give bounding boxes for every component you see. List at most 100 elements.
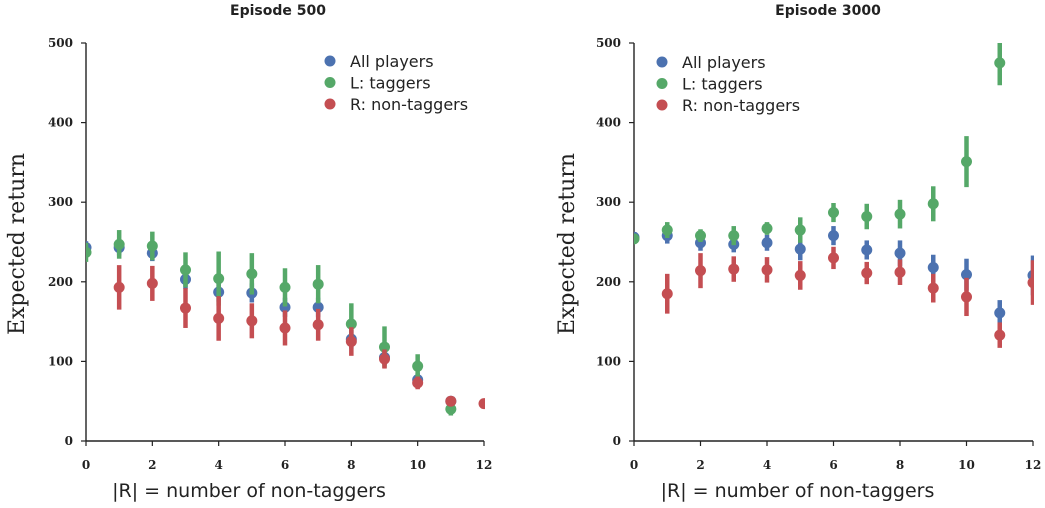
data-point <box>412 377 424 389</box>
data-point <box>312 319 324 331</box>
data-point <box>86 246 92 258</box>
data-point <box>728 263 740 275</box>
data-point <box>279 281 291 293</box>
data-point <box>180 264 191 276</box>
data-point <box>728 230 740 242</box>
data-point <box>894 247 906 259</box>
data-point <box>246 315 258 327</box>
data-point <box>661 288 673 300</box>
data-point <box>113 238 125 250</box>
legend-label: All players <box>682 53 766 72</box>
legend-label: L: taggers <box>350 74 431 93</box>
x-tick-label: 10 <box>958 458 975 472</box>
x-axis-label: |R| = number of non-taggers <box>112 480 386 502</box>
x-tick-label: 4 <box>763 458 771 472</box>
x-tick-label: 4 <box>214 458 222 472</box>
y-tick-label: 100 <box>596 354 621 368</box>
data-point <box>113 281 125 293</box>
data-point <box>1027 277 1034 289</box>
data-point <box>345 336 357 347</box>
x-axis-label: |R| = number of non-taggers <box>661 480 935 502</box>
y-tick-label: 300 <box>48 195 73 209</box>
data-point <box>761 237 773 249</box>
data-point <box>345 318 357 330</box>
series-2 <box>113 265 485 410</box>
data-point <box>213 312 225 324</box>
data-point <box>180 302 191 314</box>
data-point <box>695 230 706 242</box>
data-point <box>445 403 457 415</box>
data-point <box>312 301 324 313</box>
data-point <box>828 252 839 264</box>
series-1 <box>86 230 457 416</box>
series-2 <box>661 246 1034 348</box>
data-point <box>279 301 291 313</box>
x-tick-label: 0 <box>630 458 638 472</box>
data-point <box>379 353 390 365</box>
legend-label: R: non-taggers <box>350 95 468 114</box>
legend-label: R: non-taggers <box>682 96 800 115</box>
data-point <box>634 233 640 245</box>
x-tick-label: 2 <box>148 458 156 472</box>
data-point <box>861 267 873 279</box>
data-point <box>445 395 457 407</box>
plot-area <box>634 43 1034 348</box>
chart-title: Episode 3000 <box>775 3 881 19</box>
x-tick-label: 2 <box>696 458 704 472</box>
data-point <box>412 360 424 372</box>
chart-title: Episode 500 <box>230 3 326 19</box>
series-0 <box>86 239 457 407</box>
data-point <box>312 278 324 290</box>
x-tick-label: 8 <box>347 458 355 472</box>
y-tick-label: 300 <box>596 195 621 209</box>
data-point <box>146 240 158 252</box>
data-point <box>994 307 1006 319</box>
y-tick-label: 400 <box>48 116 73 130</box>
legend-marker <box>656 78 668 89</box>
x-tick-label: 8 <box>896 458 904 472</box>
y-tick-label: 500 <box>48 36 73 50</box>
data-point <box>961 156 972 168</box>
y-tick-label: 0 <box>613 434 621 448</box>
legend-marker <box>324 77 336 88</box>
data-point <box>761 222 773 234</box>
y-tick-label: 0 <box>65 434 73 448</box>
data-point <box>961 269 972 281</box>
x-tick-label: 12 <box>1025 458 1042 472</box>
data-point <box>828 207 839 219</box>
x-tick-label: 6 <box>281 458 289 472</box>
legend-marker <box>324 98 336 110</box>
data-point <box>861 244 873 256</box>
data-point <box>894 266 906 278</box>
data-point <box>861 211 873 223</box>
data-point <box>927 198 939 210</box>
data-point <box>246 268 258 280</box>
y-tick-label: 200 <box>48 275 73 289</box>
data-point <box>994 57 1006 69</box>
plot-area <box>86 230 485 416</box>
legend: All players L: taggers R: non-taggers <box>656 53 800 115</box>
legend-label: L: taggers <box>682 75 763 94</box>
x-tick-label: 6 <box>829 458 837 472</box>
data-point <box>927 261 939 273</box>
data-point <box>994 329 1006 341</box>
data-point <box>828 230 839 242</box>
x-tick-label: 10 <box>409 458 426 472</box>
legend-label: All players <box>350 52 434 71</box>
data-point <box>146 277 158 289</box>
y-axis-label: Expected return <box>5 153 30 335</box>
data-point <box>794 269 806 281</box>
data-point <box>478 398 485 410</box>
data-point <box>761 264 773 276</box>
legend-marker <box>656 99 668 111</box>
data-point <box>695 265 706 277</box>
data-point <box>379 341 390 353</box>
y-tick-label: 400 <box>596 116 621 130</box>
data-point <box>661 224 673 236</box>
data-point <box>894 208 906 220</box>
series-0 <box>634 226 1034 326</box>
y-tick-label: 500 <box>596 36 621 50</box>
chart-episode-3000: Episode 3000 0 100 200 300 400 500 0 2 4 6 8 10 12 Exp… <box>555 3 1041 502</box>
data-point <box>794 224 806 236</box>
